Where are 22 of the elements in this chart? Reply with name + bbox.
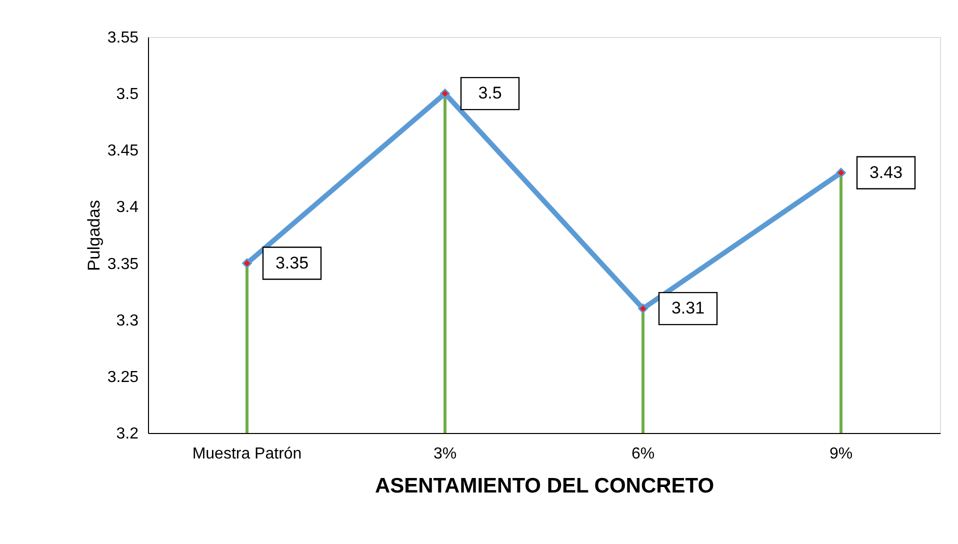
y-tick-label: 3.3 bbox=[116, 312, 139, 330]
data-label: 3.43 bbox=[869, 162, 903, 182]
point bbox=[638, 304, 648, 314]
x-tick-label: 3% bbox=[433, 446, 457, 462]
y-tick-label: 3.2 bbox=[116, 426, 139, 442]
data-label: 3.31 bbox=[671, 298, 705, 318]
point bbox=[836, 168, 846, 178]
data-label: 3.35 bbox=[275, 253, 309, 272]
y-tick-label: 3.4 bbox=[116, 199, 139, 216]
y-tick-label: 3.35 bbox=[107, 256, 139, 273]
y-tick-label: 3.55 bbox=[107, 30, 139, 46]
point bbox=[440, 88, 450, 99]
x-tick-label: Muestra Patrón bbox=[192, 446, 302, 462]
y-axis-title: Pulgadas bbox=[84, 200, 104, 271]
x-tick-label: 6% bbox=[631, 446, 655, 462]
y-tick-label: 3.25 bbox=[107, 368, 139, 386]
point bbox=[242, 258, 252, 268]
y-tick-label: 3.5 bbox=[116, 86, 139, 104]
x-tick-label: 9% bbox=[829, 446, 853, 462]
data-label: 3.5 bbox=[478, 84, 502, 103]
x-axis-title: ASENTAMIENTO DEL CONCRETO bbox=[374, 474, 714, 498]
y-tick-label: 3.45 bbox=[107, 142, 139, 160]
